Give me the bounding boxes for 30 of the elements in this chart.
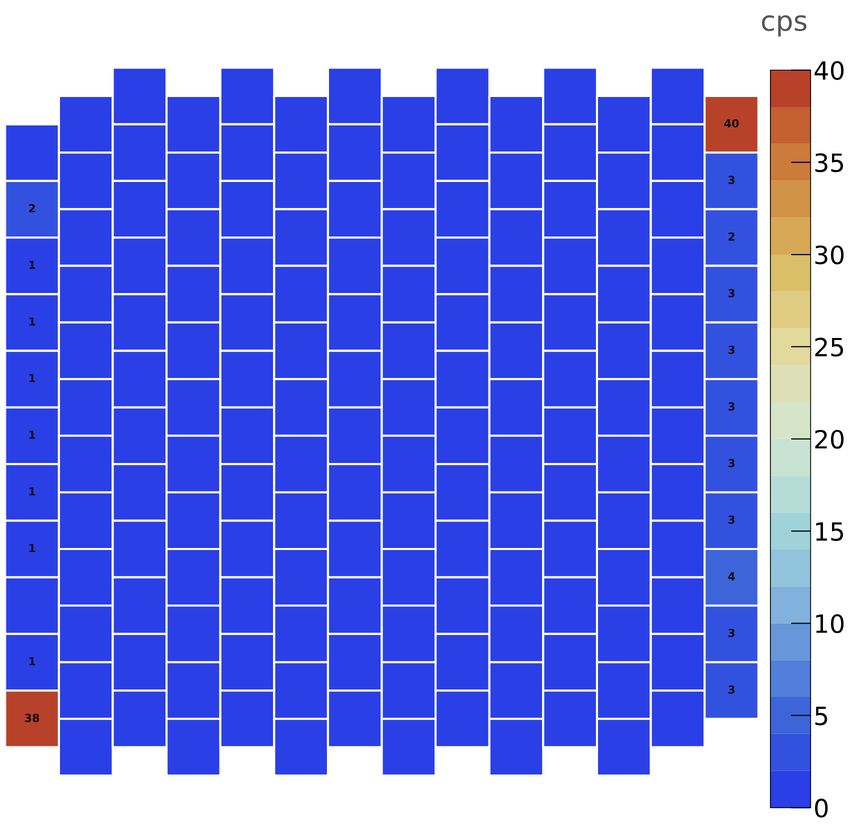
data-label: 1 xyxy=(29,544,36,552)
color-bar-label: 25 xyxy=(815,338,844,357)
data-label: 1 xyxy=(29,487,36,496)
color-bar-label: 20 xyxy=(815,430,844,449)
data-label: 1 xyxy=(29,374,36,382)
data-label: 3 xyxy=(728,288,734,298)
data-label: 1 xyxy=(29,317,36,326)
color-bar-label: 30 xyxy=(815,245,844,264)
data-label: 40 xyxy=(724,119,739,128)
color-bar-label: 35 xyxy=(815,153,844,172)
data-label: 4 xyxy=(728,572,735,580)
color-bar-label: 40 xyxy=(814,61,844,80)
data-label: 3 xyxy=(728,176,734,184)
color-bar-label: 5 xyxy=(815,706,828,726)
data-label: 3 xyxy=(728,402,734,411)
data-label: 2 xyxy=(728,232,734,241)
data-label: 1 xyxy=(29,430,36,439)
data-label: 1 xyxy=(29,260,36,269)
data-label: 38 xyxy=(25,714,40,722)
data-label: 3 xyxy=(728,458,734,468)
color-bar-label: 15 xyxy=(816,522,844,541)
data-label: 3 xyxy=(728,628,734,638)
color-bar-label: 0 xyxy=(815,798,828,818)
color-bar-title: cps xyxy=(762,15,806,37)
data-label: 3 xyxy=(728,685,734,694)
data-label: 3 xyxy=(728,515,734,524)
data-label: 3 xyxy=(728,346,734,354)
data-label: 2 xyxy=(29,204,35,212)
color-bar-label: 10 xyxy=(816,614,844,634)
data-label: 1 xyxy=(29,657,36,666)
